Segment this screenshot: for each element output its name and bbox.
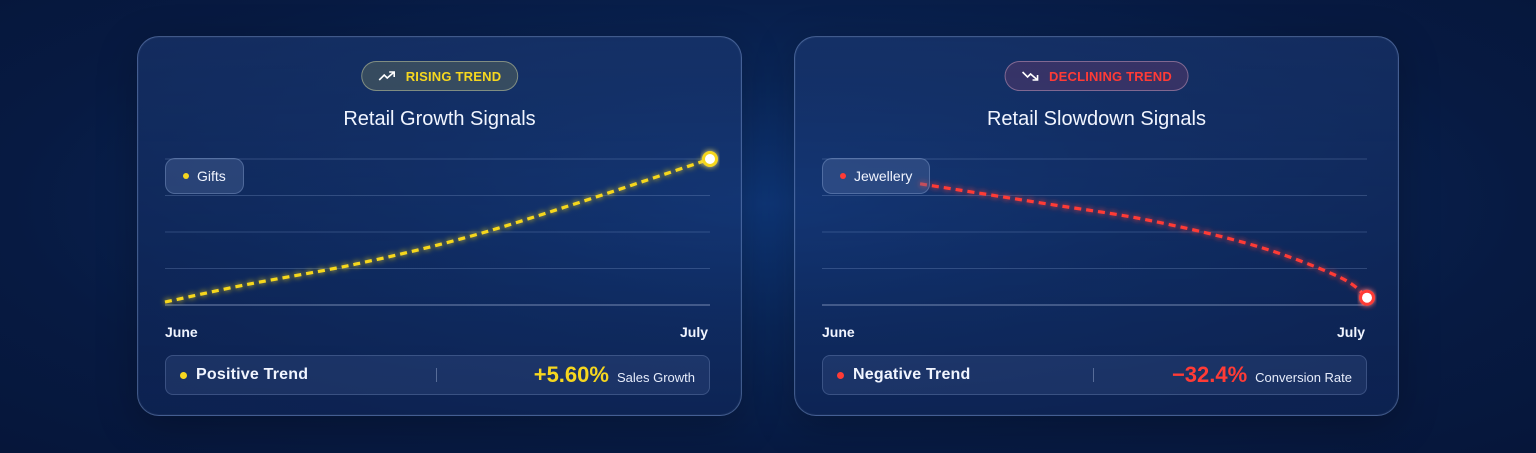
endpoint-marker bbox=[702, 151, 718, 167]
summary-bar: Negative Trend −32.4% Conversion Rate bbox=[822, 355, 1367, 395]
divider bbox=[436, 368, 437, 382]
badge-label: RISING TREND bbox=[405, 68, 502, 84]
metric: −32.4% Conversion Rate bbox=[1172, 356, 1352, 394]
metric-label: Conversion Rate bbox=[1255, 370, 1352, 385]
trend-label-text: Negative Trend bbox=[853, 366, 971, 383]
x-tick-july: July bbox=[679, 324, 708, 340]
plot-area bbox=[822, 157, 1375, 307]
x-tick-june: June bbox=[165, 324, 198, 340]
trend-down-icon bbox=[1021, 70, 1039, 82]
metric-value: +5.60% bbox=[533, 362, 609, 387]
series-legend-gifts: Gifts bbox=[165, 158, 244, 194]
metric-value: −32.4% bbox=[1171, 362, 1248, 387]
rising-trend-badge: RISING TREND bbox=[360, 61, 519, 91]
plot-area bbox=[164, 151, 718, 307]
endpoint-marker bbox=[1359, 289, 1375, 306]
legend-dot-icon bbox=[183, 173, 189, 179]
legend-label: Jewellery bbox=[854, 168, 913, 184]
declining-trend-badge: DECLINING TREND bbox=[1004, 61, 1189, 91]
chart-title: Retail Growth Signals bbox=[343, 108, 536, 130]
badge-label: DECLINING TREND bbox=[1049, 68, 1172, 84]
x-tick-july: July bbox=[1336, 324, 1365, 340]
status-dot-icon bbox=[180, 371, 187, 379]
status-dot-icon bbox=[837, 371, 844, 379]
line-chart bbox=[822, 158, 1375, 306]
legend-label: Gifts bbox=[197, 168, 226, 184]
series-line-gifts bbox=[164, 157, 711, 304]
trend-label: Positive Trend bbox=[180, 356, 308, 394]
series-legend-jewellery: Jewellery bbox=[822, 158, 931, 194]
chart-card-declining: DECLINING TREND Retail Slowdown Signals … bbox=[794, 36, 1399, 416]
trend-up-icon bbox=[378, 70, 396, 82]
series-line-jewellery bbox=[919, 182, 1369, 299]
chart-title: Retail Slowdown Signals bbox=[986, 108, 1206, 130]
trend-label: Negative Trend bbox=[837, 356, 971, 394]
trend-label-text: Positive Trend bbox=[196, 366, 309, 383]
legend-dot-icon bbox=[840, 173, 846, 179]
line-chart bbox=[164, 151, 718, 306]
metric: +5.60% Sales Growth bbox=[534, 356, 695, 394]
divider bbox=[1093, 368, 1094, 382]
metric-label: Sales Growth bbox=[616, 370, 695, 385]
summary-bar: Positive Trend +5.60% Sales Growth bbox=[165, 355, 710, 395]
x-tick-june: June bbox=[822, 324, 855, 340]
chart-card-rising: RISING TREND Retail Growth Signals Gifts… bbox=[137, 36, 742, 416]
